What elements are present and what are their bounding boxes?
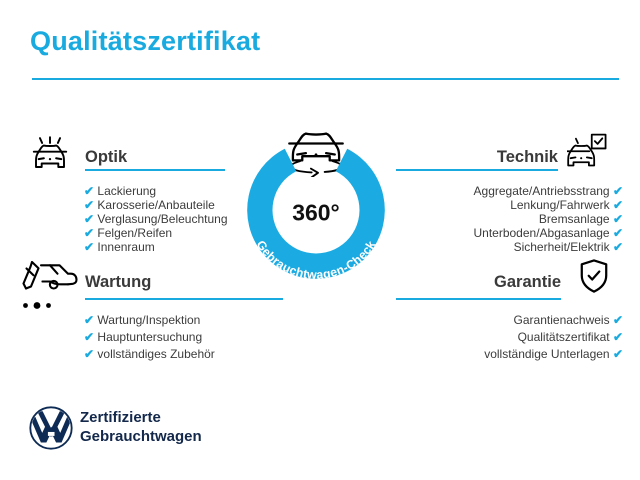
svg-text:360°: 360°	[292, 199, 339, 225]
